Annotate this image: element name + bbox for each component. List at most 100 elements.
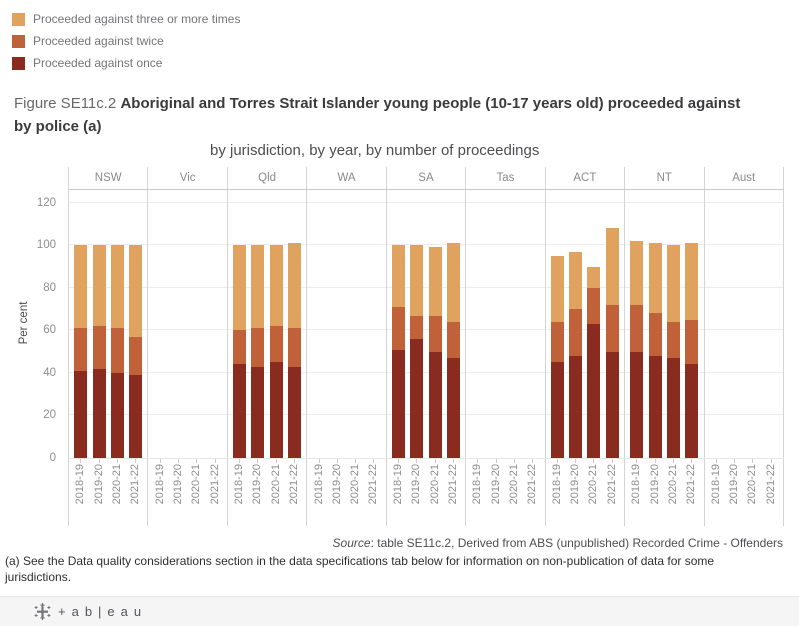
bar-segment-three_plus[interactable]: [110, 245, 124, 329]
bar-segment-once[interactable]: [288, 366, 301, 458]
bar-segment-three_plus[interactable]: [428, 247, 442, 316]
axis-tick: [752, 458, 754, 463]
bar-stack-Qld-2019-20[interactable]: [251, 190, 265, 458]
bar-segment-once[interactable]: [129, 375, 143, 458]
bar-segment-once[interactable]: [550, 362, 564, 458]
bar-stack-NSW-2019-20[interactable]: [92, 190, 106, 458]
bar-stack-Qld-2018-19[interactable]: [233, 190, 247, 458]
bar-segment-three_plus[interactable]: [251, 245, 265, 329]
bar-stack-NT-2020-21[interactable]: [666, 190, 680, 458]
bar-segment-twice[interactable]: [630, 304, 644, 352]
y-axis: 0 20 40 60 80 100 120: [0, 189, 62, 464]
bar-segment-once[interactable]: [428, 351, 442, 458]
bar-segment-three_plus[interactable]: [74, 245, 88, 329]
bar-segment-once[interactable]: [666, 358, 680, 458]
bar-stack-ACT-2018-19[interactable]: [550, 190, 564, 458]
bar-segment-twice[interactable]: [129, 336, 143, 376]
bar-segment-once[interactable]: [446, 358, 460, 458]
bar-segment-once[interactable]: [233, 364, 247, 458]
bar-segment-twice[interactable]: [428, 315, 442, 352]
bar-segment-once[interactable]: [269, 362, 283, 458]
bar-segment-twice[interactable]: [110, 328, 124, 373]
label-panel: 2018-19 2019-20 2020-21 2021-22: [307, 464, 387, 526]
bar-stack-SA-2018-19[interactable]: [392, 190, 406, 458]
bar-segment-three_plus[interactable]: [129, 245, 143, 337]
bar-segment-three_plus[interactable]: [92, 245, 106, 327]
bar-segment-three_plus[interactable]: [685, 243, 699, 320]
bar-segment-twice[interactable]: [569, 309, 583, 356]
legend: Proceeded against three or more times Pr…: [12, 8, 240, 74]
bar-stack-SA-2021-22[interactable]: [446, 190, 460, 458]
bar-segment-three_plus[interactable]: [233, 245, 247, 331]
bar-segment-twice[interactable]: [605, 304, 619, 352]
bar-segment-three_plus[interactable]: [288, 243, 301, 329]
year-label: 2018-19: [392, 464, 405, 505]
bar-segment-once[interactable]: [74, 370, 88, 458]
jurisdiction-panel-ACT: [546, 190, 626, 458]
bar-segment-three_plus[interactable]: [569, 251, 583, 310]
bar-segment-twice[interactable]: [410, 315, 424, 339]
bar-segment-three_plus[interactable]: [666, 245, 680, 322]
bar-segment-once[interactable]: [685, 364, 699, 458]
bar-segment-twice[interactable]: [392, 307, 406, 350]
bar-stack-ACT-2020-21[interactable]: [587, 190, 601, 458]
bar-segment-twice[interactable]: [74, 328, 88, 371]
legend-item-three-or-more[interactable]: Proceeded against three or more times: [12, 8, 240, 30]
bar-segment-three_plus[interactable]: [630, 241, 644, 305]
bar-segment-three_plus[interactable]: [392, 245, 406, 307]
bar-segment-once[interactable]: [251, 366, 265, 458]
bar-segment-twice[interactable]: [648, 313, 662, 356]
bar-segment-once[interactable]: [605, 351, 619, 458]
bar-segment-twice[interactable]: [587, 287, 601, 324]
bar-stack-Qld-2020-21[interactable]: [269, 190, 283, 458]
bar-stack-Qld-2021-22[interactable]: [288, 190, 301, 458]
bar-segment-twice[interactable]: [269, 326, 283, 363]
bar-stack-SA-2019-20[interactable]: [410, 190, 424, 458]
bar-segment-once[interactable]: [648, 355, 662, 458]
bar-segment-once[interactable]: [392, 349, 406, 458]
tableau-logo-link[interactable]: +ab|eau: [34, 603, 147, 620]
bar-stack-NT-2021-22[interactable]: [685, 190, 699, 458]
bar-segment-once[interactable]: [410, 338, 424, 458]
legend-item-once[interactable]: Proceeded against once: [12, 52, 240, 74]
bar-segment-three_plus[interactable]: [605, 228, 619, 305]
bar-segment-twice[interactable]: [92, 326, 106, 369]
source-word: Source: [332, 536, 371, 550]
bar-segment-three_plus[interactable]: [648, 243, 662, 314]
bar-slot: [269, 190, 283, 458]
bar-segment-twice[interactable]: [288, 328, 301, 367]
bar-segment-once[interactable]: [569, 355, 583, 458]
bar-segment-twice[interactable]: [550, 321, 564, 363]
tick-slot: [667, 458, 680, 464]
bar-segment-twice[interactable]: [233, 330, 247, 365]
bar-segment-three_plus[interactable]: [587, 266, 601, 288]
tick-panel: [546, 458, 626, 464]
bar-segment-twice[interactable]: [685, 319, 699, 365]
bar-segment-once[interactable]: [630, 351, 644, 458]
bar-segment-three_plus[interactable]: [446, 243, 460, 322]
bar-stack-NT-2018-19[interactable]: [630, 190, 644, 458]
bar-stack-SA-2020-21[interactable]: [428, 190, 442, 458]
tick-slot: [111, 458, 124, 464]
bar-segment-twice[interactable]: [251, 328, 265, 367]
axis-tick: [672, 458, 674, 463]
plot-area: [69, 190, 784, 459]
bar-stack-ACT-2019-20[interactable]: [569, 190, 583, 458]
bar-segment-three_plus[interactable]: [410, 245, 424, 316]
tick-panel: [625, 458, 705, 464]
bar-stack-NSW-2020-21[interactable]: [110, 190, 124, 458]
bar-stack-NSW-2021-22[interactable]: [129, 190, 143, 458]
bar-segment-twice[interactable]: [666, 321, 680, 359]
legend-item-twice[interactable]: Proceeded against twice: [12, 30, 240, 52]
bar-stack-ACT-2021-22[interactable]: [605, 190, 619, 458]
bar-segment-three_plus[interactable]: [550, 255, 564, 322]
bar-segment-twice[interactable]: [446, 321, 460, 359]
bar-slot: [666, 190, 680, 458]
bar-stack-NSW-2018-19[interactable]: [74, 190, 88, 458]
bar-segment-once[interactable]: [110, 372, 124, 458]
bar-segment-three_plus[interactable]: [269, 245, 283, 327]
bar-segment-once[interactable]: [92, 368, 106, 458]
bar-segment-once[interactable]: [587, 324, 601, 458]
axis-tick: [477, 458, 479, 463]
bar-stack-NT-2019-20[interactable]: [648, 190, 662, 458]
